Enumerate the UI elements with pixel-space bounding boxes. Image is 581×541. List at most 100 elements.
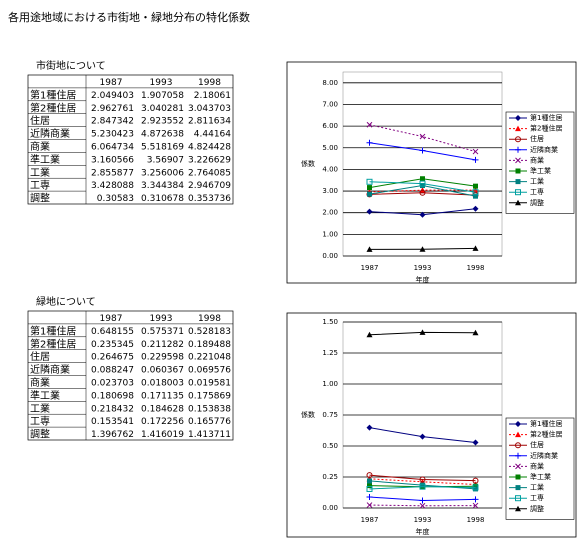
data-point <box>366 494 373 501</box>
column-header: 1998 <box>198 78 221 88</box>
cell: 0.088247 <box>91 366 134 376</box>
data-point <box>472 439 479 446</box>
cell: 0.171135 <box>141 391 184 401</box>
data-point <box>366 121 373 128</box>
legend-marker <box>515 463 521 470</box>
data-point <box>366 502 373 508</box>
cell: 0.218432 <box>91 404 134 414</box>
cell: 1.907058 <box>141 91 184 101</box>
data-point <box>366 331 373 338</box>
column-header: 1993 <box>150 314 173 324</box>
legend-marker <box>515 157 521 164</box>
row-label: 近隣商業 <box>30 127 70 140</box>
cell: 1.396762 <box>91 430 134 440</box>
y-tick-label: 6.00 <box>322 122 338 130</box>
cell: 2.923552 <box>141 117 184 127</box>
cell: 3.344384 <box>141 181 184 191</box>
cell: 2.962761 <box>91 104 134 114</box>
row-label: 商業 <box>30 376 50 389</box>
column-header: 1987 <box>100 314 123 324</box>
data-point <box>367 483 372 489</box>
data-point <box>472 148 479 155</box>
legend-marker <box>515 146 521 153</box>
y-tick-label: 1.00 <box>322 380 338 388</box>
y-tick-label: 1.50 <box>322 318 338 326</box>
cell: 0.069576 <box>188 366 231 376</box>
legend-marker <box>515 189 521 196</box>
legend-label: 調整 <box>530 504 544 513</box>
data-point <box>367 185 372 191</box>
table-heading: 市街地について <box>36 59 106 72</box>
legend-marker <box>515 442 521 449</box>
data-point <box>473 486 478 492</box>
legend-label: 調整 <box>530 198 544 207</box>
row-label: 第2種住居 <box>30 337 76 350</box>
row-label: 商業 <box>30 140 50 153</box>
x-tick-label: 1993 <box>414 264 432 272</box>
legend-label: 商業 <box>530 461 544 470</box>
cell: 2.855877 <box>91 168 134 178</box>
legend-marker <box>515 421 521 427</box>
data-point <box>472 496 479 503</box>
data-point <box>472 484 479 491</box>
legend-marker <box>515 474 521 480</box>
legend-label: 住居 <box>530 134 544 143</box>
data-point <box>367 478 372 484</box>
legend-label: 工専 <box>530 187 544 196</box>
legend-label: 第1種住居 <box>530 113 562 122</box>
y-tick-label: 4.00 <box>322 165 338 173</box>
legend-marker <box>515 199 521 206</box>
data-point <box>366 246 373 252</box>
y-tick-label: 0.75 <box>322 411 338 419</box>
cell: 2.811634 <box>188 117 231 127</box>
y-tick-label: 5.00 <box>322 144 338 152</box>
row-label: 第1種住居 <box>30 324 76 337</box>
legend-label: 第2種住居 <box>530 124 562 133</box>
row-label: 準工業 <box>30 389 60 402</box>
data-point <box>419 211 426 218</box>
legend-label: 工専 <box>530 493 544 502</box>
cell: 0.575371 <box>141 327 184 337</box>
data-point <box>366 485 373 492</box>
y-axis-label: 係数 <box>301 159 315 168</box>
data-point <box>419 147 426 154</box>
row-label: 住居 <box>30 114 50 127</box>
row-label: 第2種住居 <box>30 101 76 114</box>
data-point <box>419 502 426 509</box>
cell: 3.040281 <box>141 104 184 114</box>
y-tick-label: 0.25 <box>322 473 338 481</box>
legend-marker <box>515 505 521 512</box>
x-tick-label: 1987 <box>361 264 379 272</box>
cell: 0.235345 <box>91 340 134 350</box>
y-tick-label: 0.50 <box>322 442 338 450</box>
cell: 0.060367 <box>141 366 184 376</box>
data-point <box>366 424 373 431</box>
cell: 3.428088 <box>91 181 134 191</box>
cell: 0.018003 <box>141 378 184 388</box>
data-point <box>419 483 426 490</box>
cell: 0.184628 <box>141 404 184 414</box>
page-title: 各用途地域における市街地・緑地分布の特化係数 <box>8 10 250 24</box>
data-point <box>366 178 373 185</box>
cell: 5.518169 <box>141 142 184 152</box>
legend-label: 近隣商業 <box>530 145 558 154</box>
data-point <box>419 476 426 483</box>
cell: 0.165776 <box>188 417 231 427</box>
y-tick-label: 2.00 <box>322 209 338 217</box>
legend-marker <box>515 495 521 502</box>
data-point <box>473 483 478 489</box>
legend-label: 工業 <box>530 177 544 186</box>
data-point <box>420 183 425 189</box>
y-tick-label: 1.00 <box>322 230 338 238</box>
cell: 0.221048 <box>188 353 231 363</box>
legend-marker <box>515 179 521 185</box>
legend-label: 第1種住居 <box>530 419 562 428</box>
row-label: 工専 <box>30 180 50 192</box>
data-point <box>472 477 479 484</box>
data-point <box>420 482 425 488</box>
cell: 0.153541 <box>91 417 134 427</box>
legend-label: 近隣商業 <box>530 451 558 460</box>
legend-label: 準工業 <box>530 166 551 175</box>
cell: 5.230423 <box>91 130 134 140</box>
